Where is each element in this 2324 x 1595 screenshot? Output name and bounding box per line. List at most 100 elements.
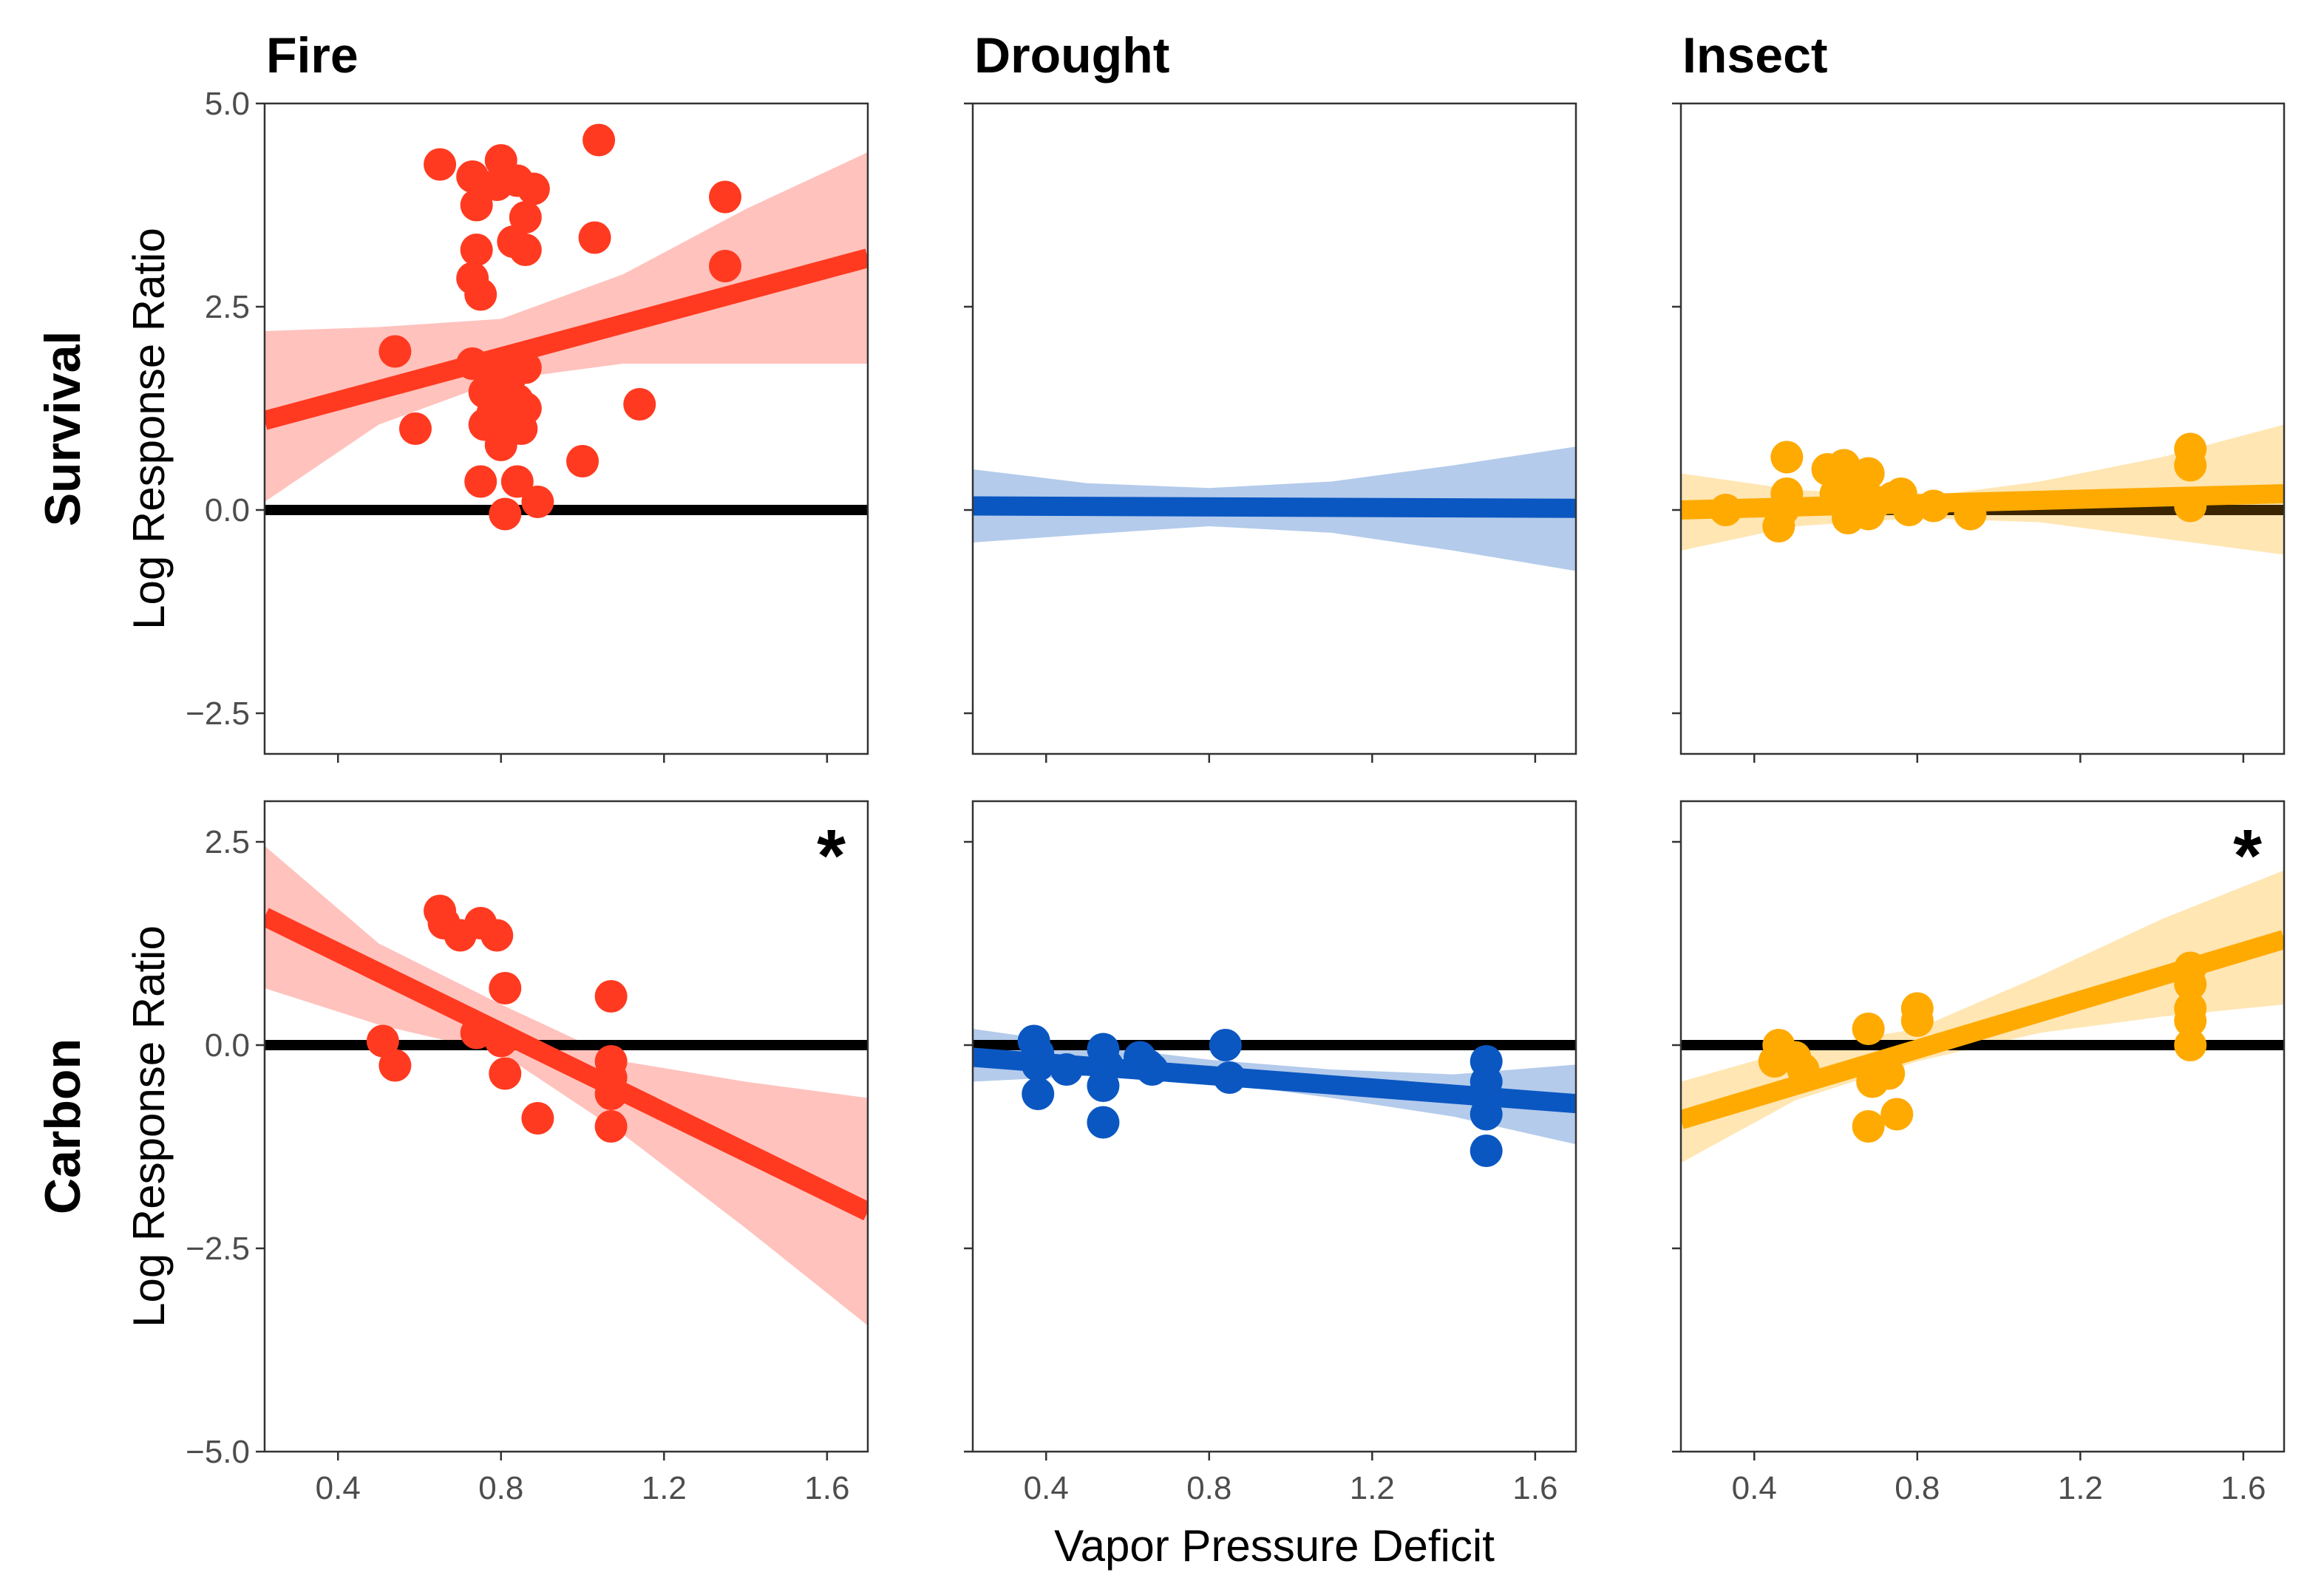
x-tick-label-carbon-fire: 0.4 xyxy=(316,1470,361,1506)
panel-frame-carbon-insect xyxy=(1679,800,2286,1453)
y-tick-label-carbon-fire: 2.5 xyxy=(205,824,250,860)
fit-line-survival-fire xyxy=(265,248,868,430)
facet-title-drought: Drought xyxy=(974,27,1169,84)
point-survival-fire xyxy=(582,123,616,157)
fit-line-survival-drought xyxy=(973,496,1576,518)
point-survival-fire xyxy=(464,465,497,498)
confidence-band-carbon-fire xyxy=(265,846,868,1326)
point-carbon-insect xyxy=(2174,1029,2207,1061)
point-survival-fire xyxy=(517,172,550,205)
row-title-survival: Survival xyxy=(35,331,91,527)
confidence-band-carbon-insect xyxy=(1681,870,2284,1163)
point-survival-insect xyxy=(1954,497,1987,531)
y-axis-label: Log Response Ratio xyxy=(124,228,174,630)
x-tick-label-carbon-insect: 1.6 xyxy=(2221,1470,2266,1506)
point-carbon-drought xyxy=(1470,1135,1503,1167)
point-carbon-fire xyxy=(594,980,628,1013)
point-carbon-insect xyxy=(2174,1004,2207,1037)
y-tick-label-carbon-fire: 0.0 xyxy=(205,1027,250,1064)
point-survival-insect xyxy=(1917,489,1950,523)
point-carbon-fire xyxy=(480,919,514,952)
y-tick-label-survival-fire: 0.0 xyxy=(205,492,250,528)
point-carbon-insect xyxy=(2174,967,2207,1001)
point-survival-fire xyxy=(464,278,497,311)
point-carbon-fire xyxy=(594,1078,628,1110)
panel-frame-carbon-drought xyxy=(971,800,1577,1453)
x-tick-label-carbon-insect: 1.2 xyxy=(2058,1470,2103,1506)
point-carbon-fire xyxy=(489,1057,522,1090)
significance-marker-carbon-fire: * xyxy=(817,814,846,897)
y-axis-label: Log Response Ratio xyxy=(124,925,174,1327)
point-survival-fire xyxy=(399,412,432,445)
confidence-band-survival-insect xyxy=(1681,424,2284,555)
point-survival-insect xyxy=(1770,441,1804,474)
point-carbon-drought xyxy=(1209,1029,1242,1061)
facet-title-fire: Fire xyxy=(266,27,359,84)
x-tick-label-carbon-insect: 0.8 xyxy=(1895,1470,1940,1506)
confidence-bands xyxy=(265,152,2284,1326)
x-tick-label-carbon-drought: 1.6 xyxy=(1512,1470,1557,1506)
point-survival-fire xyxy=(709,180,742,214)
point-survival-fire xyxy=(509,351,542,384)
text-labels: −2.5 0.0 2.5 5.0 −5.0 −2.5 0.0 2.5 0.4 0.8 1.2 1.6 *… xyxy=(35,27,2266,1571)
point-carbon-drought xyxy=(1022,1049,1055,1082)
point-carbon-fire xyxy=(594,1110,628,1143)
x-tick-label-carbon-drought: 0.8 xyxy=(1186,1470,1231,1506)
point-carbon-drought xyxy=(1087,1069,1120,1102)
point-carbon-insect xyxy=(1872,1057,1906,1090)
point-survival-fire xyxy=(521,486,554,518)
point-survival-fire xyxy=(378,335,412,368)
axis-ticks xyxy=(256,102,2245,1460)
point-survival-insect xyxy=(1709,494,1742,526)
panel-frame-carbon-fire xyxy=(263,800,869,1453)
point-carbon-drought xyxy=(1050,1053,1083,1086)
point-survival-insect xyxy=(1770,477,1804,510)
point-survival-fire xyxy=(566,445,599,477)
point-carbon-fire xyxy=(489,972,522,1004)
significance-marker-carbon-insect: * xyxy=(2233,814,2262,897)
zero-reference-lines xyxy=(265,505,2284,1050)
point-carbon-insect xyxy=(1880,1098,1914,1131)
x-tick-label-carbon-fire: 0.8 xyxy=(478,1470,523,1506)
point-survival-fire xyxy=(489,497,522,531)
point-survival-insect xyxy=(2174,449,2207,482)
point-carbon-insect xyxy=(1852,1013,1885,1045)
x-tick-label-carbon-insect: 0.4 xyxy=(1732,1470,1777,1506)
point-carbon-drought xyxy=(1022,1078,1055,1110)
point-carbon-insect xyxy=(1787,1053,1820,1086)
x-tick-label-carbon-fire: 1.2 xyxy=(642,1470,687,1506)
panel-frame-survival-fire xyxy=(263,102,869,755)
point-survival-fire xyxy=(709,250,742,282)
x-axis-label: Vapor Pressure Deficit xyxy=(1054,1521,1495,1571)
row-title-carbon: Carbon xyxy=(35,1038,91,1214)
point-carbon-insect xyxy=(1852,1110,1885,1143)
y-tick-label-carbon-fire: −5.0 xyxy=(186,1434,250,1470)
point-carbon-insect xyxy=(1900,1004,1934,1037)
x-tick-label-carbon-drought: 1.2 xyxy=(1350,1470,1395,1506)
point-carbon-fire xyxy=(378,1049,412,1082)
point-carbon-fire xyxy=(521,1102,554,1135)
x-tick-label-carbon-drought: 0.4 xyxy=(1024,1470,1069,1506)
panel-frame-survival-insect xyxy=(1679,102,2286,755)
point-survival-insect xyxy=(1852,457,1885,490)
point-survival-fire xyxy=(578,221,611,254)
point-survival-fire xyxy=(484,429,517,461)
confidence-band-survival-fire xyxy=(265,152,868,502)
y-tick-label-survival-fire: 5.0 xyxy=(205,86,250,122)
point-carbon-drought xyxy=(1135,1053,1169,1086)
panel-frames xyxy=(263,102,2286,1453)
panel-frame-survival-drought xyxy=(971,102,1577,755)
point-carbon-drought xyxy=(1470,1098,1503,1131)
y-tick-label-survival-fire: −2.5 xyxy=(186,696,250,732)
fit-line-carbon-fire xyxy=(265,908,868,1221)
point-survival-fire xyxy=(456,160,489,193)
point-carbon-fire xyxy=(484,1024,517,1058)
point-carbon-drought xyxy=(1213,1061,1246,1094)
point-survival-fire xyxy=(509,201,542,234)
point-carbon-fire xyxy=(366,1024,399,1058)
x-tick-label-carbon-fire: 1.6 xyxy=(804,1470,849,1506)
data-points xyxy=(366,123,2207,1167)
point-survival-fire xyxy=(460,234,493,266)
point-survival-fire xyxy=(500,465,534,498)
